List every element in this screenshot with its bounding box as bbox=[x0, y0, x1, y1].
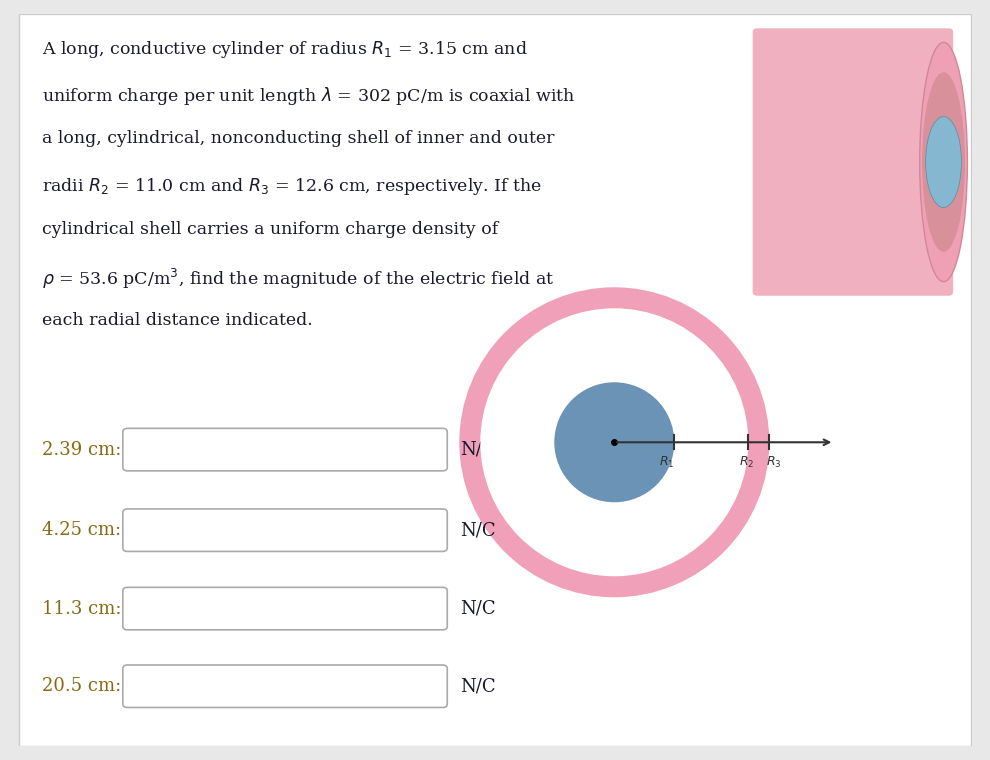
Text: 4.25 cm:: 4.25 cm: bbox=[42, 521, 121, 539]
FancyBboxPatch shape bbox=[19, 14, 971, 746]
Text: $\rho$ = 53.6 pC/m$^3$, find the magnitude of the electric field at: $\rho$ = 53.6 pC/m$^3$, find the magnitu… bbox=[42, 267, 554, 290]
FancyBboxPatch shape bbox=[123, 665, 447, 708]
Ellipse shape bbox=[459, 287, 769, 597]
Ellipse shape bbox=[920, 43, 967, 282]
Text: each radial distance indicated.: each radial distance indicated. bbox=[42, 312, 313, 329]
Text: 11.3 cm:: 11.3 cm: bbox=[42, 600, 121, 618]
Text: $R_2$: $R_2$ bbox=[739, 455, 754, 470]
FancyBboxPatch shape bbox=[123, 509, 447, 552]
Ellipse shape bbox=[480, 309, 748, 576]
FancyBboxPatch shape bbox=[123, 429, 447, 471]
Text: 2.39 cm:: 2.39 cm: bbox=[42, 441, 121, 458]
FancyBboxPatch shape bbox=[123, 587, 447, 630]
Text: cylindrical shell carries a uniform charge density of: cylindrical shell carries a uniform char… bbox=[42, 221, 498, 238]
Ellipse shape bbox=[926, 116, 961, 207]
FancyBboxPatch shape bbox=[752, 28, 953, 296]
Ellipse shape bbox=[922, 72, 965, 252]
Text: A long, conductive cylinder of radius $R_1$ = 3.15 cm and: A long, conductive cylinder of radius $R… bbox=[42, 40, 528, 60]
Text: $R_1$: $R_1$ bbox=[658, 455, 674, 470]
Ellipse shape bbox=[554, 382, 674, 502]
Text: 20.5 cm:: 20.5 cm: bbox=[42, 677, 121, 695]
Text: N/C: N/C bbox=[459, 521, 495, 539]
Text: a long, cylindrical, nonconducting shell of inner and outer: a long, cylindrical, nonconducting shell… bbox=[42, 130, 554, 147]
Text: radii $R_2$ = 11.0 cm and $R_3$ = 12.6 cm, respectively. If the: radii $R_2$ = 11.0 cm and $R_3$ = 12.6 c… bbox=[42, 176, 542, 197]
Text: N/C: N/C bbox=[459, 441, 495, 458]
Text: $R_3$: $R_3$ bbox=[765, 455, 781, 470]
Text: N/C: N/C bbox=[459, 600, 495, 618]
Text: N/C: N/C bbox=[459, 677, 495, 695]
Text: uniform charge per unit length $\lambda$ = 302 pC/m is coaxial with: uniform charge per unit length $\lambda$… bbox=[42, 85, 575, 106]
